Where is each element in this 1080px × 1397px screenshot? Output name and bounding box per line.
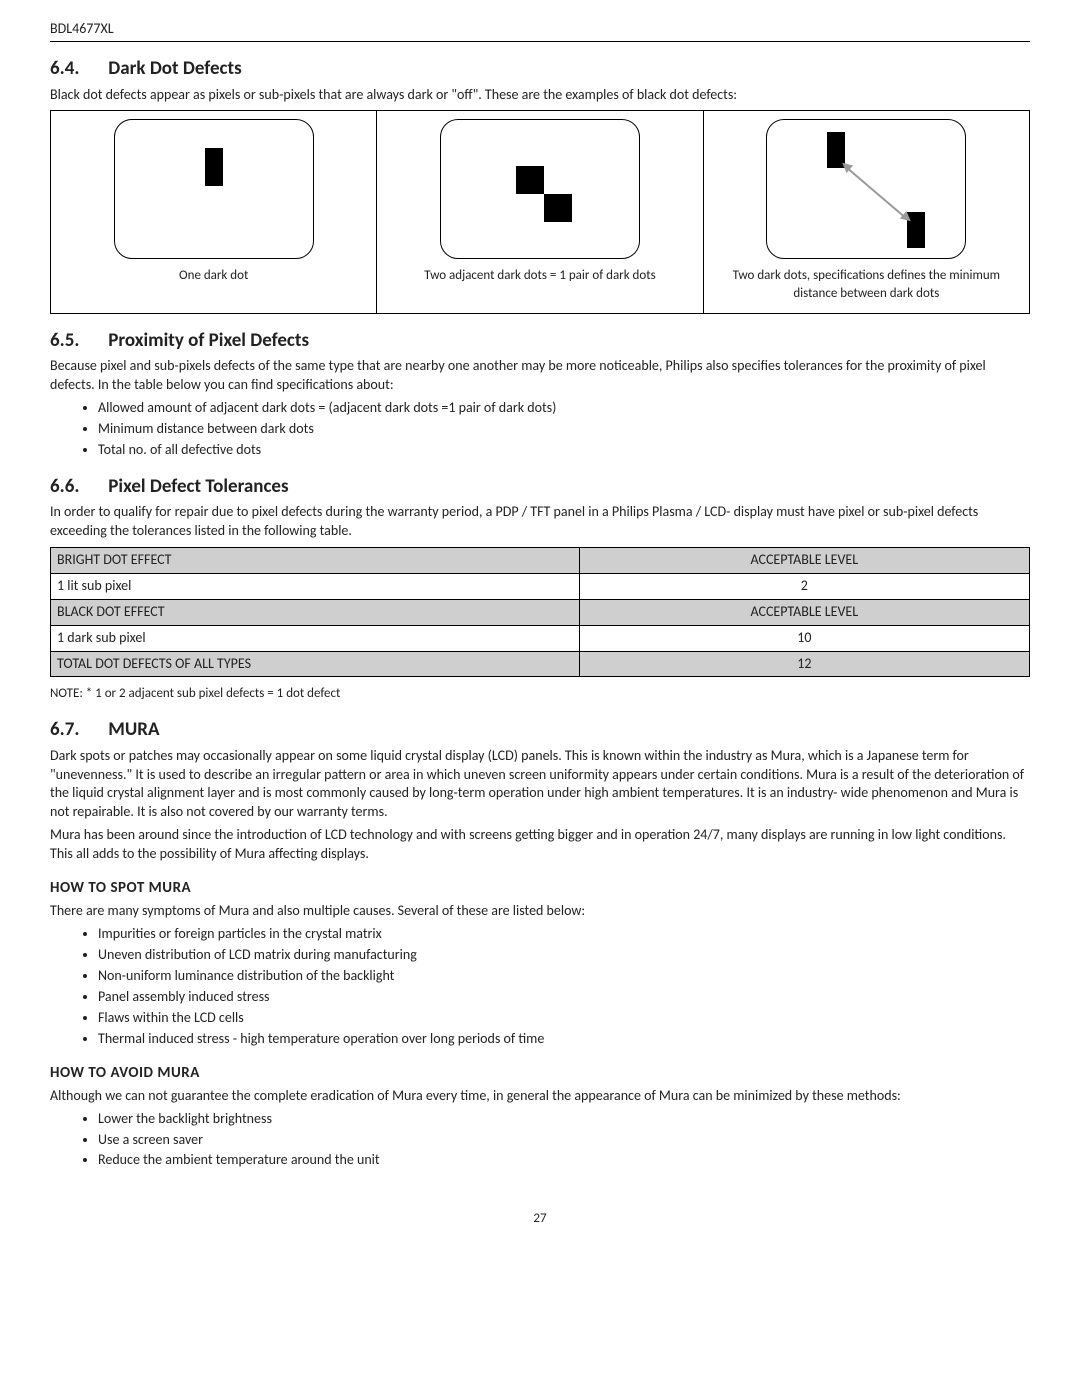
section-6-7-heading: 6.7. MURA (50, 717, 1030, 743)
sec66-note: NOTE: * 1 or 2 adjacent sub pixel defect… (50, 685, 1030, 703)
section-title: Proximity of Pixel Defects (108, 329, 309, 352)
spot-heading: How To Spot Mura (50, 878, 1030, 898)
list-item: Total no. of all defective dots (98, 441, 1030, 460)
list-item: Uneven distribution of LCD matrix during… (98, 946, 1030, 965)
section-title: Dark Dot Defects (108, 57, 241, 80)
figure-cell: One dark dot (51, 111, 377, 312)
list-item: Panel assembly induced stress (98, 988, 1030, 1007)
section-6-6-heading: 6.6. Pixel Defect Tolerances (50, 474, 1030, 500)
section-title: Pixel Defect Tolerances (108, 475, 288, 498)
section-number: 6.5. (50, 328, 104, 354)
list-item: Lower the backlight brightness (98, 1110, 1030, 1129)
list-item: Non-uniform luminance distribution of th… (98, 967, 1030, 986)
spot-bullets: Impurities or foreign particles in the c… (98, 925, 1030, 1048)
table-cell: 12 (579, 651, 1029, 677)
table-row: 1 lit sub pixel2 (51, 573, 1030, 599)
figure-cell: Two dark dots, specifications defines th… (704, 111, 1029, 312)
page-number: 27 (50, 1210, 1030, 1228)
list-item: Reduce the ambient temperature around th… (98, 1151, 1030, 1170)
figure-row: One dark dot Two adjacent dark dots = 1 p… (50, 110, 1030, 313)
list-item: Minimum distance between dark dots (98, 420, 1030, 439)
sec64-intro: Black dot defects appear as pixels or su… (50, 86, 1030, 105)
avoid-bullets: Lower the backlight brightness Use a scre… (98, 1110, 1030, 1171)
table-cell: BLACK DOT EFFECT (51, 599, 580, 625)
distance-arrow (846, 167, 908, 221)
section-number: 6.6. (50, 474, 104, 500)
list-item: Allowed amount of adjacent dark dots = (… (98, 399, 1030, 418)
table-row: BRIGHT DOT EFFECTACCEPTABLE LEVEL (51, 548, 1030, 574)
section-6-5-heading: 6.5. Proximity of Pixel Defects (50, 328, 1030, 354)
table-cell: 1 dark sub pixel (51, 625, 580, 651)
sec67-p1: Dark spots or patches may occasionally a… (50, 747, 1030, 823)
dark-dot (516, 166, 544, 194)
table-row: BLACK DOT EFFECTACCEPTABLE LEVEL (51, 599, 1030, 625)
avoid-intro: Although we can not guarantee the comple… (50, 1087, 1030, 1106)
figure-cell: Two adjacent dark dots = 1 pair of dark … (377, 111, 703, 312)
list-item: Thermal induced stress - high temperatur… (98, 1030, 1030, 1049)
section-number: 6.7. (50, 717, 104, 743)
list-item: Impurities or foreign particles in the c… (98, 925, 1030, 944)
spot-intro: There are many symptoms of Mura and also… (50, 902, 1030, 921)
table-cell: 2 (579, 573, 1029, 599)
display-panel (114, 119, 314, 259)
figure-caption: One dark dot (61, 267, 366, 285)
sec65-bullets: Allowed amount of adjacent dark dots = (… (98, 399, 1030, 460)
table-cell: TOTAL DOT DEFECTS OF ALL TYPES (51, 651, 580, 677)
list-item: Use a screen saver (98, 1131, 1030, 1150)
table-row: TOTAL DOT DEFECTS OF ALL TYPES12 (51, 651, 1030, 677)
sec67-p2: Mura has been around since the introduct… (50, 826, 1030, 864)
figure-caption: Two adjacent dark dots = 1 pair of dark … (387, 267, 692, 285)
figure-caption: Two dark dots, specifications defines th… (714, 267, 1019, 302)
display-panel (440, 119, 640, 259)
table-cell: BRIGHT DOT EFFECT (51, 548, 580, 574)
section-6-4-heading: 6.4. Dark Dot Defects (50, 56, 1030, 82)
sec66-intro: In order to qualify for repair due to pi… (50, 503, 1030, 541)
section-number: 6.4. (50, 56, 104, 82)
dark-dot (205, 148, 223, 186)
sec65-intro: Because pixel and sub-pixels defects of … (50, 357, 1030, 395)
header-model: BDL4677XL (50, 20, 1030, 42)
table-row: 1 dark sub pixel10 (51, 625, 1030, 651)
section-title: MURA (108, 718, 159, 741)
table-cell: 10 (579, 625, 1029, 651)
dark-dot (544, 194, 572, 222)
table-cell: 1 lit sub pixel (51, 573, 580, 599)
display-panel (766, 119, 966, 259)
list-item: Flaws within the LCD cells (98, 1009, 1030, 1028)
tolerance-table: BRIGHT DOT EFFECTACCEPTABLE LEVEL1 lit s… (50, 547, 1030, 677)
table-cell: ACCEPTABLE LEVEL (579, 599, 1029, 625)
avoid-heading: How To Avoid Mura (50, 1063, 1030, 1083)
table-cell: ACCEPTABLE LEVEL (579, 548, 1029, 574)
